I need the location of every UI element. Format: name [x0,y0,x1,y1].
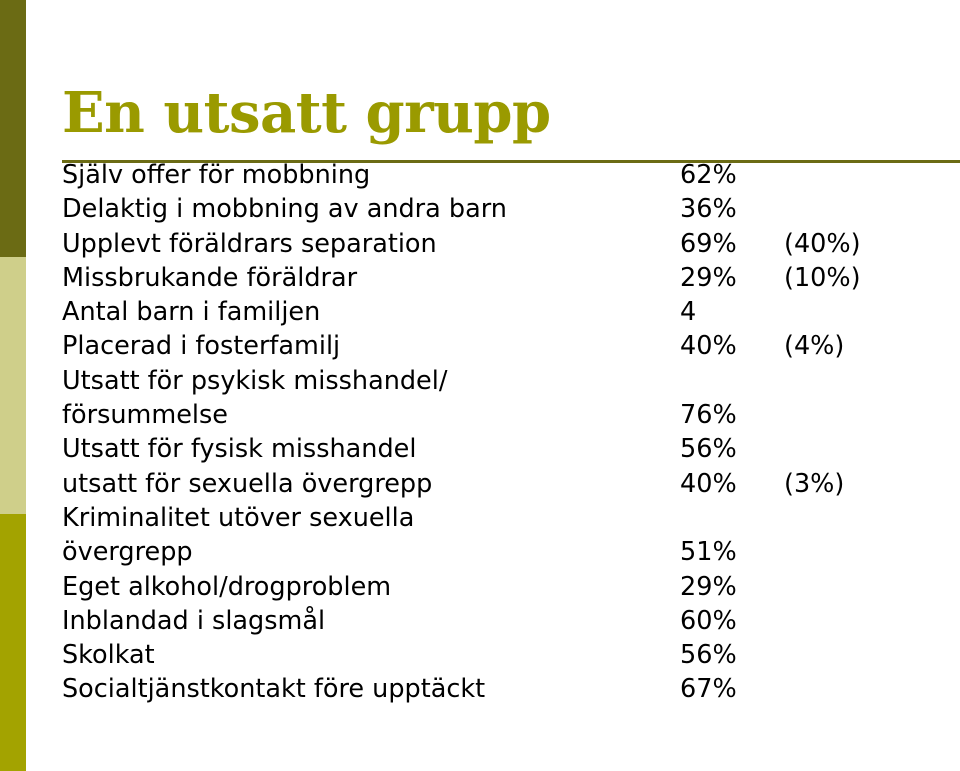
row-value: 29% [680,262,737,293]
row-value: 51% [680,537,737,568]
row-label: Delaktig i mobbning av andra barn [62,194,507,225]
row-label: Skolkat [62,640,155,671]
list-item: Skolkat 56% [62,638,942,672]
row-label: Inblandad i slagsmål [62,605,326,636]
statistics-list: Själv offer för mobbning 62% Delaktig i mo… [62,158,942,707]
list-item: Utsatt för fysisk misshandel 56% [62,432,942,466]
slide-title: En utsatt grupp [62,80,551,146]
row-label: Utsatt för psykisk misshandel/ [62,365,448,396]
row-value: 76% [680,400,737,431]
row-value: 60% [680,605,737,636]
row-label: övergrepp [62,537,193,568]
row-value: 69% [680,228,737,259]
sidebar-accent [0,0,26,771]
row-value: 56% [680,434,737,465]
row-value: 62% [680,160,737,190]
row-label: Själv offer för mobbning [62,160,371,190]
row-label: Socialtjänstkontakt före upptäckt [62,674,486,705]
row-value: 29% [680,571,737,602]
sidebar-segment-top [0,0,26,257]
list-item: utsatt för sexuella övergrepp 40% (3%) [62,467,942,501]
list-item: Missbrukande föräldrar 29% (10%) [62,261,942,295]
row-label: Utsatt för fysisk misshandel [62,434,417,465]
list-item: försummelse 76% [62,398,942,432]
row-value: 36% [680,194,737,225]
row-value: 67% [680,674,737,705]
list-item: Upplevt föräldrars separation 69% (40%) [62,227,942,261]
row-reference-value: (3%) [784,468,845,499]
sidebar-segment-bottom [0,514,26,771]
list-item: Själv offer för mobbning 62% [62,158,942,192]
list-item: Antal barn i familjen 4 [62,295,942,329]
row-value: 56% [680,640,737,671]
row-label: Eget alkohol/drogproblem [62,571,392,602]
row-reference-value: (10%) [784,262,861,293]
list-item: Placerad i fosterfamilj 40% (4%) [62,329,942,363]
row-value: 40% [680,331,737,362]
sidebar-segment-middle [0,257,26,514]
title-underline-rule [62,160,960,163]
row-label: utsatt för sexuella övergrepp [62,468,433,499]
row-value: 4 [680,297,697,328]
row-reference-value: (4%) [784,331,845,362]
row-label: försummelse [62,400,228,431]
row-value: 40% [680,468,737,499]
list-item: Utsatt för psykisk misshandel/ [62,364,942,398]
row-reference-value: (40%) [784,228,861,259]
list-item: Kriminalitet utöver sexuella [62,501,942,535]
list-item: Socialtjänstkontakt före upptäckt 67% [62,672,942,706]
list-item: övergrepp 51% [62,535,942,569]
row-label: Antal barn i familjen [62,297,321,328]
row-label: Placerad i fosterfamilj [62,331,341,362]
list-item: Inblandad i slagsmål 60% [62,604,942,638]
list-item: Eget alkohol/drogproblem 29% [62,570,942,604]
row-label: Upplevt föräldrars separation [62,228,437,259]
list-item: Delaktig i mobbning av andra barn 36% [62,192,942,226]
row-label: Missbrukande föräldrar [62,262,358,293]
row-label: Kriminalitet utöver sexuella [62,502,415,533]
